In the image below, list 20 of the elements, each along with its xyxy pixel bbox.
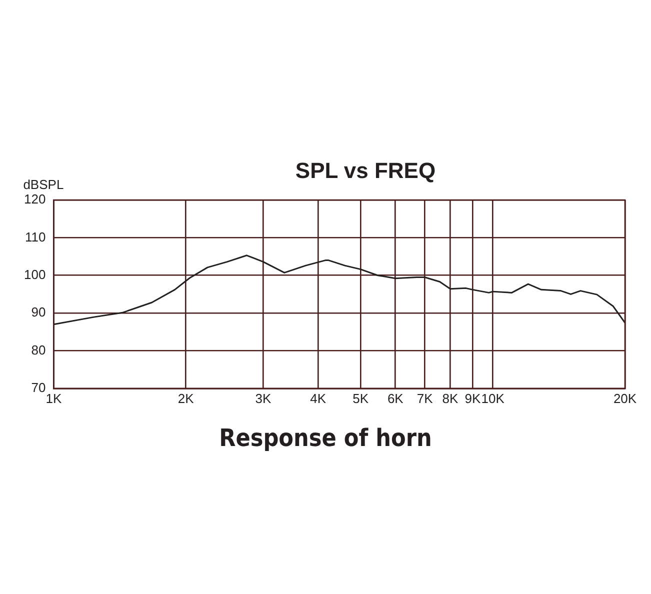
- y-tick-label: 70: [31, 380, 46, 395]
- y-tick-label: 80: [31, 342, 46, 358]
- x-tick-label: 20K: [613, 390, 637, 406]
- x-tick-label: 10K: [481, 390, 505, 406]
- x-tick-label: 4K: [310, 390, 326, 406]
- y-tick-label: 90: [31, 304, 46, 320]
- x-tick-label: 7K: [416, 390, 434, 406]
- x-tick-label: 8K: [442, 390, 459, 406]
- x-tick-label: 9K: [464, 390, 481, 406]
- y-tick-label: 100: [24, 266, 46, 282]
- y-axis-title: dBSPL: [23, 177, 64, 192]
- x-tick-label: 1K: [46, 390, 62, 406]
- y-tick-label: 110: [24, 229, 46, 244]
- y-tick-label: 120: [24, 192, 46, 207]
- x-tick-label: 5K: [352, 390, 369, 406]
- x-tick-label: 3K: [255, 390, 272, 406]
- x-tick-label: 2K: [178, 390, 194, 406]
- x-tick-label: 6K: [387, 390, 404, 406]
- chart-title: SPL vs FREQ: [295, 158, 436, 183]
- text: Response of horn: [218, 424, 433, 452]
